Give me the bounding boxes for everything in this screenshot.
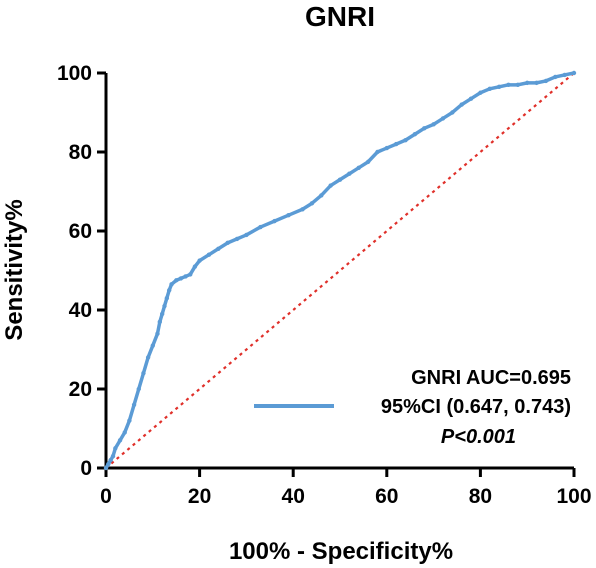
roc-point — [412, 132, 418, 137]
y-tick-label: 40 — [69, 299, 92, 322]
roc-point — [136, 386, 141, 392]
roc-point — [422, 126, 427, 131]
y-axis-title: Sensitivity% — [1, 199, 28, 340]
roc-point — [506, 82, 511, 88]
roc-point — [197, 258, 202, 263]
roc-point — [571, 70, 577, 76]
roc-point — [319, 193, 324, 198]
roc-point — [450, 110, 455, 115]
roc-point — [562, 72, 567, 78]
roc-point — [309, 201, 315, 206]
roc-point — [487, 86, 492, 92]
plot-area: 0 20 40 60 80 100 0 20 40 60 80 100 — [57, 62, 592, 508]
roc-point — [106, 461, 111, 467]
roc-point — [258, 224, 263, 230]
roc-point — [328, 183, 333, 188]
x-tick-label: 20 — [188, 485, 211, 508]
roc-point — [515, 82, 521, 88]
roc-point — [131, 402, 137, 407]
y-tick-label: 20 — [69, 378, 92, 401]
x-tick-label: 0 — [100, 485, 112, 508]
roc-point — [384, 145, 389, 151]
roc-point — [375, 149, 380, 155]
roc-point — [174, 278, 179, 283]
roc-point — [117, 438, 123, 443]
x-tick-label: 100 — [556, 485, 591, 508]
x-axis-title: 100% - Specificity% — [229, 538, 453, 565]
roc-point — [157, 319, 163, 325]
x-tick-label: 60 — [375, 485, 398, 508]
y-tick-label: 0 — [80, 457, 92, 480]
legend: GNRI AUC=0.695 95%CI (0.647, 0.743) P<0.… — [254, 367, 571, 448]
roc-point — [141, 371, 146, 376]
roc-point — [162, 303, 167, 309]
roc-point — [300, 207, 305, 212]
roc-point — [155, 331, 160, 336]
roc-point — [553, 74, 558, 80]
roc-point — [459, 102, 464, 107]
roc-point — [393, 141, 399, 147]
roc-point — [440, 116, 446, 121]
roc-point — [286, 213, 291, 218]
axis-ticks: 0 20 40 60 80 100 0 20 40 60 80 100 — [57, 62, 592, 508]
roc-point — [525, 80, 530, 86]
roc-point — [244, 232, 249, 238]
roc-point — [110, 453, 116, 459]
x-tick-label: 80 — [469, 485, 492, 508]
roc-point — [103, 465, 109, 471]
roc-point — [183, 274, 188, 279]
roc-point — [534, 80, 539, 86]
roc-point — [164, 295, 170, 301]
roc-point — [188, 272, 193, 277]
x-tick-label: 40 — [282, 485, 305, 508]
roc-point — [166, 288, 172, 293]
roc-point — [159, 311, 165, 317]
roc-point — [403, 137, 408, 143]
roc-point — [225, 240, 230, 246]
y-tick-label: 80 — [69, 141, 92, 164]
roc-point — [347, 171, 352, 176]
roc-curve — [104, 71, 575, 469]
roc-point — [356, 165, 361, 170]
roc-point — [206, 252, 212, 257]
roc-point — [234, 236, 240, 242]
roc-point — [145, 355, 151, 360]
roc-point — [337, 177, 343, 182]
roc-point — [169, 282, 174, 287]
roc-point — [543, 78, 549, 84]
legend-auc-label: GNRI AUC=0.695 — [411, 367, 571, 389]
roc-point — [365, 159, 371, 165]
roc-point — [468, 96, 474, 101]
roc-point — [127, 418, 132, 423]
roc-point — [150, 343, 155, 348]
y-tick-label: 60 — [69, 220, 92, 243]
roc-point — [216, 246, 221, 251]
chart-title: GNRI — [305, 1, 375, 32]
legend-ci-label: 95%CI (0.647, 0.743) — [381, 396, 571, 418]
roc-point — [113, 446, 118, 451]
roc-point — [178, 276, 184, 281]
roc-point — [272, 218, 277, 224]
y-tick-label: 100 — [57, 62, 92, 85]
legend-p-value: P<0.001 — [441, 426, 516, 448]
roc-point — [496, 84, 502, 90]
roc-point — [122, 430, 127, 435]
roc-points — [103, 70, 577, 471]
roc-point — [478, 90, 483, 95]
roc-point — [108, 457, 113, 463]
roc-point — [431, 122, 436, 127]
roc-point — [192, 264, 198, 269]
